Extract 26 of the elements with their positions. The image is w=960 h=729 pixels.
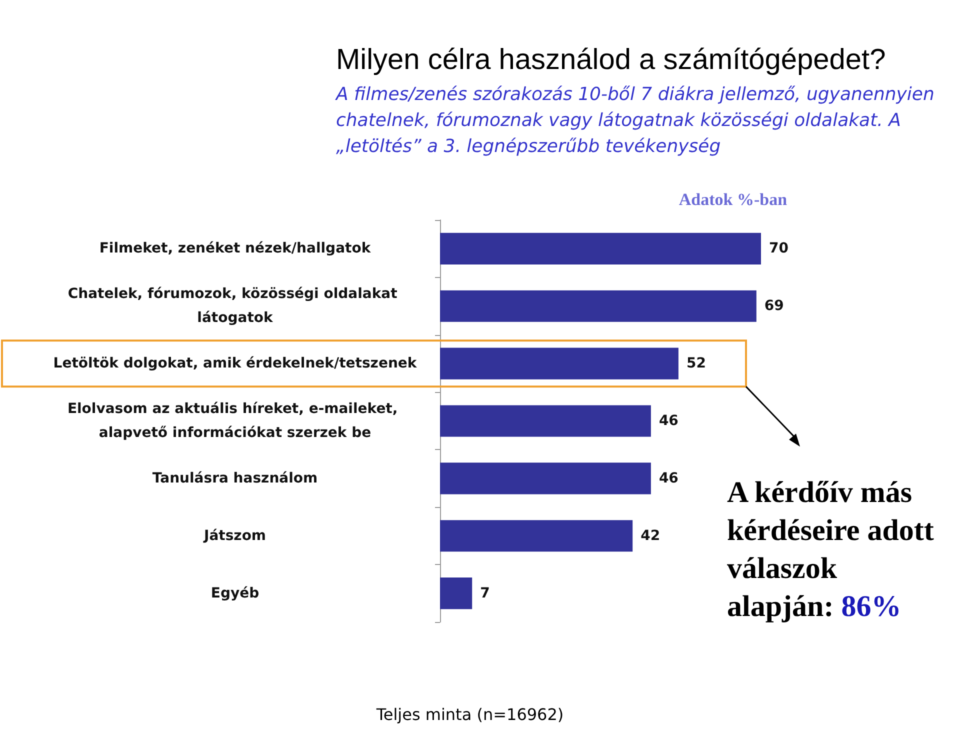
bar xyxy=(440,520,633,552)
data-label: 70 xyxy=(769,240,789,257)
chart-subtitle: A filmes/zenés szórakozás 10-ből 7 diákra jellemző, ugyanennyien chatelnek, fórumoznak vagy látogatnak közösségi oldalakat. A „letöltés” a 3. legnépszerűbb tevékenység xyxy=(336,83,936,159)
data-label: 7 xyxy=(480,585,490,602)
bar xyxy=(440,462,651,494)
y-tick-label: Elolvasom az aktuális híreket, e-maileket, alapvető információkat szerzek be xyxy=(67,401,403,441)
chart-title: Milyen célra használod a számítógépedet? xyxy=(336,44,886,77)
data-label: 42 xyxy=(640,528,660,544)
data-label: 46 xyxy=(658,413,678,429)
y-tick-label: Letöltök dolgokat, amik érdekelnek/tetszenek xyxy=(53,356,418,372)
data-label: 52 xyxy=(686,356,706,372)
bar xyxy=(440,405,651,437)
y-tick-label: Tanulásra használom xyxy=(152,470,318,486)
data-label: 69 xyxy=(764,298,784,314)
bar xyxy=(440,232,761,265)
y-tick-label: Filmeket, zenéket nézek/hallgatok xyxy=(99,240,372,257)
y-tick-label: Chatelek, fórumozok, közösségi oldalakat látogatok xyxy=(68,286,402,326)
annotation: A kérdőív más kérdéseire adott válaszok alapján: 86% xyxy=(727,475,935,625)
data-label: 46 xyxy=(658,470,678,486)
text: Adatok %-ban xyxy=(678,190,788,210)
text: Teljes minta (n=16962) xyxy=(375,705,565,724)
bar xyxy=(440,577,472,610)
bar xyxy=(440,290,756,322)
y-tick-label: Egyéb xyxy=(210,585,260,602)
y-tick-label: Játszom xyxy=(202,528,266,544)
bar xyxy=(440,348,678,380)
